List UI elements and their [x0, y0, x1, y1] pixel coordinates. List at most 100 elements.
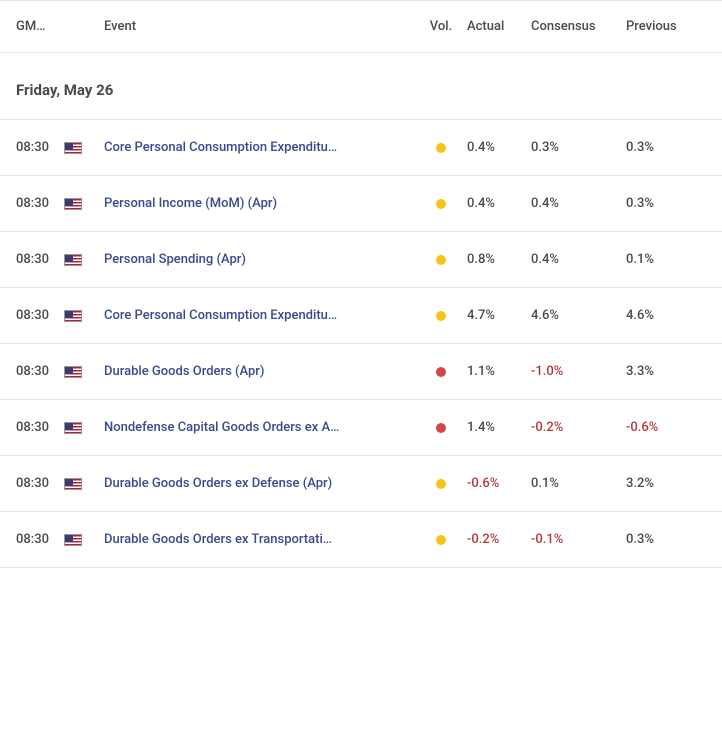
cell-actual-value: 0.4% — [467, 140, 495, 155]
table-row[interactable]: 08:30Core Personal Consumption Expenditu… — [0, 120, 722, 176]
cell-volatility — [421, 535, 461, 545]
us-flag-icon — [64, 478, 82, 490]
col-header-gmt[interactable]: GM… — [16, 19, 64, 34]
cell-previous: 0.3% — [626, 140, 706, 155]
cell-flag — [64, 254, 88, 266]
cell-consensus-value: -1.0% — [531, 364, 563, 379]
col-header-actual[interactable]: Actual — [461, 19, 531, 34]
cell-consensus-value: 0.4% — [531, 196, 559, 211]
cell-actual: 4.7% — [461, 308, 531, 323]
cell-actual-value: 4.7% — [467, 308, 495, 323]
cell-time: 08:30 — [16, 364, 64, 379]
event-link[interactable]: Core Personal Consumption Expenditu… — [104, 308, 417, 323]
col-header-previous[interactable]: Previous — [626, 19, 706, 34]
us-flag-icon — [64, 198, 82, 210]
volatility-dot-icon — [436, 255, 446, 265]
table-row[interactable]: 08:30Nondefense Capital Goods Orders ex … — [0, 400, 722, 456]
cell-actual-value: -0.2% — [467, 532, 499, 547]
cell-time: 08:30 — [16, 196, 64, 211]
cell-flag — [64, 310, 88, 322]
col-header-event[interactable]: Event — [88, 19, 421, 34]
cell-consensus: -1.0% — [531, 364, 626, 379]
volatility-dot-icon — [436, 423, 446, 433]
us-flag-icon — [64, 366, 82, 378]
cell-consensus: -0.2% — [531, 420, 626, 435]
cell-flag — [64, 422, 88, 434]
cell-time: 08:30 — [16, 532, 64, 547]
cell-actual: -0.6% — [461, 476, 531, 491]
cell-consensus-value: 4.6% — [531, 308, 559, 323]
table-row[interactable]: 08:30 Durable Goods Orders ex Defense (Ap… — [0, 456, 722, 512]
volatility-dot-icon — [436, 479, 446, 489]
cell-consensus-value: 0.4% — [531, 252, 559, 267]
event-link[interactable]: Core Personal Consumption Expenditu… — [104, 140, 417, 155]
cell-consensus: 0.4% — [531, 252, 626, 267]
cell-event: Core Personal Consumption Expenditu… — [88, 140, 421, 155]
cell-volatility — [421, 311, 461, 321]
cell-flag — [64, 198, 88, 210]
cell-previous-value: 4.6% — [626, 308, 654, 323]
col-header-vol[interactable]: Vol. — [421, 19, 461, 34]
cell-actual-value: 1.4% — [467, 420, 495, 435]
cell-actual-value: -0.6% — [467, 476, 499, 491]
table-row[interactable]: 08:30 Durable Goods Orders ex Transportat… — [0, 512, 722, 568]
cell-previous: 3.2% — [626, 476, 706, 491]
us-flag-icon — [64, 534, 82, 546]
volatility-dot-icon — [436, 311, 446, 321]
cell-volatility — [421, 367, 461, 377]
table-row[interactable]: 08:30 Personal Income (MoM) (Apr) 0.4%0.4%… — [0, 176, 722, 232]
cell-consensus: 0.4% — [531, 196, 626, 211]
cell-event: Core Personal Consumption Expenditu… — [88, 308, 421, 323]
cell-consensus: 0.3% — [531, 140, 626, 155]
cell-previous: 3.3% — [626, 364, 706, 379]
cell-flag — [64, 478, 88, 490]
event-link[interactable]: Personal Spending (Apr) — [104, 252, 417, 267]
cell-consensus-value: 0.3% — [531, 140, 559, 155]
cell-time: 08:30 — [16, 252, 64, 267]
cell-previous-value: 0.1% — [626, 252, 654, 267]
cell-time: 08:30 — [16, 476, 64, 491]
us-flag-icon — [64, 254, 82, 266]
cell-previous: 0.3% — [626, 196, 706, 211]
economic-calendar-table: GM… Event Vol. Actual Consensus Previous… — [0, 0, 722, 568]
cell-previous-value: 0.3% — [626, 140, 654, 155]
cell-event: Personal Spending (Apr) — [88, 252, 421, 267]
cell-flag — [64, 142, 88, 154]
volatility-dot-icon — [436, 143, 446, 153]
cell-previous: 0.3% — [626, 532, 706, 547]
event-link[interactable]: Durable Goods Orders (Apr) — [104, 364, 417, 379]
volatility-dot-icon — [436, 199, 446, 209]
cell-event: Personal Income (MoM) (Apr) — [88, 196, 421, 211]
table-row[interactable]: 08:30 Personal Spending (Apr) 0.8% 0.4% 0.1% — [0, 232, 722, 288]
cell-previous: 4.6% — [626, 308, 706, 323]
cell-actual: 0.4% — [461, 196, 531, 211]
cell-consensus-value: 0.1% — [531, 476, 559, 491]
cell-event: Nondefense Capital Goods Orders ex A… — [88, 420, 421, 435]
table-row[interactable]: 08:30 Durable Goods Orders (Apr) 1.1% -1.0%… — [0, 344, 722, 400]
volatility-dot-icon — [436, 367, 446, 377]
event-link[interactable]: Durable Goods Orders ex Transportati… — [104, 532, 417, 547]
cell-previous-value: 0.3% — [626, 196, 654, 211]
cell-consensus: 0.1% — [531, 476, 626, 491]
cell-volatility — [421, 143, 461, 153]
col-header-consensus[interactable]: Consensus — [531, 19, 626, 34]
cell-actual: 0.4% — [461, 140, 531, 155]
cell-actual-value: 1.1% — [467, 364, 495, 379]
table-header-row: GM… Event Vol. Actual Consensus Previous — [0, 0, 722, 53]
cell-consensus-value: -0.2% — [531, 420, 563, 435]
cell-previous: 0.1% — [626, 252, 706, 267]
cell-consensus: -0.1% — [531, 532, 626, 547]
cell-previous-value: 0.3% — [626, 532, 654, 547]
cell-volatility — [421, 423, 461, 433]
cell-volatility — [421, 255, 461, 265]
event-link[interactable]: Nondefense Capital Goods Orders ex A… — [104, 420, 417, 435]
cell-consensus: 4.6% — [531, 308, 626, 323]
table-row[interactable]: 08:30Core Personal Consumption Expenditu… — [0, 288, 722, 344]
cell-flag — [64, 534, 88, 546]
event-link[interactable]: Durable Goods Orders ex Defense (Apr) — [104, 476, 417, 491]
cell-previous-value: 3.3% — [626, 364, 654, 379]
event-link[interactable]: Personal Income (MoM) (Apr) — [104, 196, 417, 211]
cell-actual-value: 0.8% — [467, 252, 495, 267]
cell-consensus-value: -0.1% — [531, 532, 563, 547]
cell-previous-value: -0.6% — [626, 420, 658, 435]
